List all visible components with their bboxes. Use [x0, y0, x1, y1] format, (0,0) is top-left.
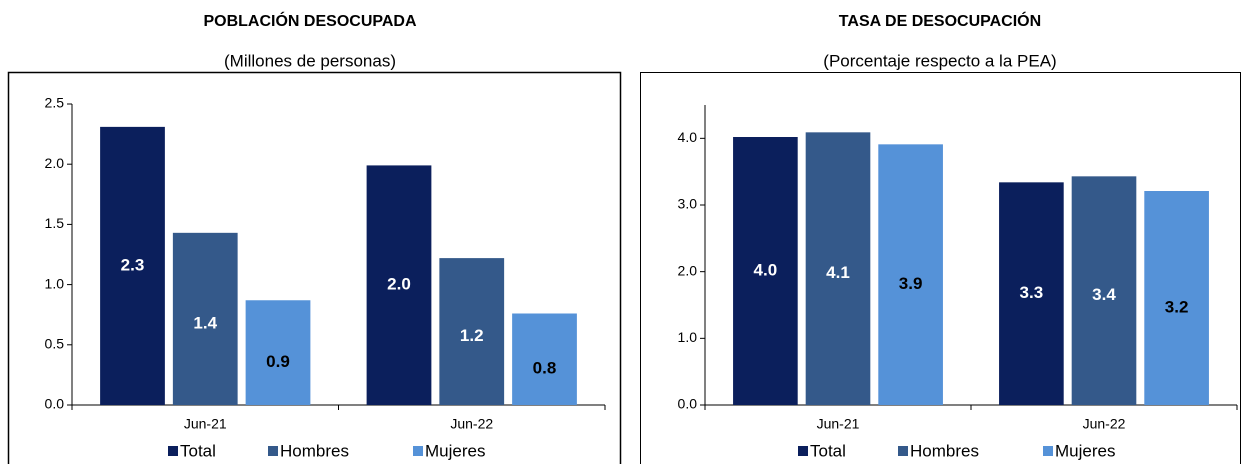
bar — [878, 144, 943, 406]
chart-subtitle: (Porcentaje respecto a la PEA) — [823, 51, 1056, 70]
value-label: 0.9 — [266, 352, 290, 371]
legend-label: Hombres — [280, 441, 349, 460]
legend-swatch — [898, 446, 908, 456]
chart-title: TASA DE DESOCUPACIÓN — [839, 11, 1041, 30]
bar — [366, 165, 432, 405]
value-label: 1.4 — [193, 313, 217, 332]
value-label: 3.3 — [1020, 283, 1044, 302]
legend-label: Total — [180, 441, 216, 460]
bar — [999, 182, 1064, 405]
x-tick-label: Jun-22 — [1083, 416, 1126, 432]
legend-swatch — [268, 446, 278, 456]
value-label: 3.9 — [899, 274, 923, 293]
y-tick-label: 2.5 — [45, 95, 65, 111]
y-tick-label: 2.0 — [45, 155, 65, 171]
chart-title: POBLACIÓN DESOCUPADA — [203, 11, 416, 30]
y-tick-label: 0.0 — [678, 396, 698, 412]
y-tick-label: 1.0 — [45, 275, 65, 291]
x-tick-label: Jun-21 — [817, 416, 860, 432]
y-tick-label: 1.5 — [45, 215, 65, 231]
legend-label: Total — [810, 441, 846, 460]
y-tick-label: 1.0 — [678, 329, 698, 345]
x-tick-label: Jun-22 — [450, 416, 493, 432]
panel-frame — [640, 72, 1241, 464]
bar — [1144, 191, 1209, 405]
legend-swatch — [168, 446, 178, 456]
x-tick-label: Jun-21 — [184, 416, 227, 432]
legend-swatch — [1043, 446, 1053, 456]
chart-subtitle: (Millones de personas) — [224, 51, 396, 70]
value-label: 3.4 — [1092, 285, 1116, 304]
legend-swatch — [413, 446, 423, 456]
legend-label: Hombres — [910, 441, 979, 460]
y-tick-label: 0.5 — [45, 336, 65, 352]
value-label: 0.8 — [533, 359, 557, 378]
bar — [512, 313, 577, 405]
y-tick-label: 3.0 — [678, 196, 698, 212]
value-label: 3.2 — [1165, 297, 1189, 316]
y-tick-label: 0.0 — [45, 396, 65, 412]
bar — [245, 300, 311, 405]
bar — [733, 137, 798, 405]
value-label: 1.2 — [460, 326, 484, 345]
value-label: 4.0 — [754, 260, 778, 279]
value-label: 2.3 — [121, 255, 145, 274]
bar — [439, 258, 505, 405]
bar — [100, 126, 165, 405]
legend-label: Mujeres — [425, 441, 485, 460]
value-label: 2.0 — [387, 275, 411, 294]
value-label: 4.1 — [826, 263, 850, 282]
bar — [172, 232, 238, 405]
y-tick-label: 2.0 — [678, 262, 698, 278]
y-tick-label: 4.0 — [678, 129, 698, 145]
legend-swatch — [798, 446, 808, 456]
legend-label: Mujeres — [1055, 441, 1115, 460]
bar — [805, 132, 871, 406]
panel-frame — [7, 71, 622, 464]
bar — [1071, 176, 1137, 405]
